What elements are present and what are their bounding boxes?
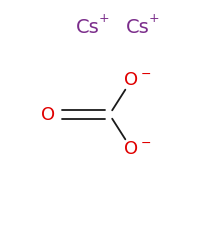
Text: +: + bbox=[149, 12, 160, 25]
Text: −: − bbox=[140, 137, 151, 150]
Text: Cs: Cs bbox=[76, 18, 99, 37]
Text: O: O bbox=[41, 106, 55, 123]
Text: O: O bbox=[124, 140, 138, 158]
Text: −: − bbox=[140, 68, 151, 81]
Text: +: + bbox=[99, 12, 109, 25]
Text: Cs: Cs bbox=[126, 18, 150, 37]
Text: O: O bbox=[124, 71, 138, 89]
